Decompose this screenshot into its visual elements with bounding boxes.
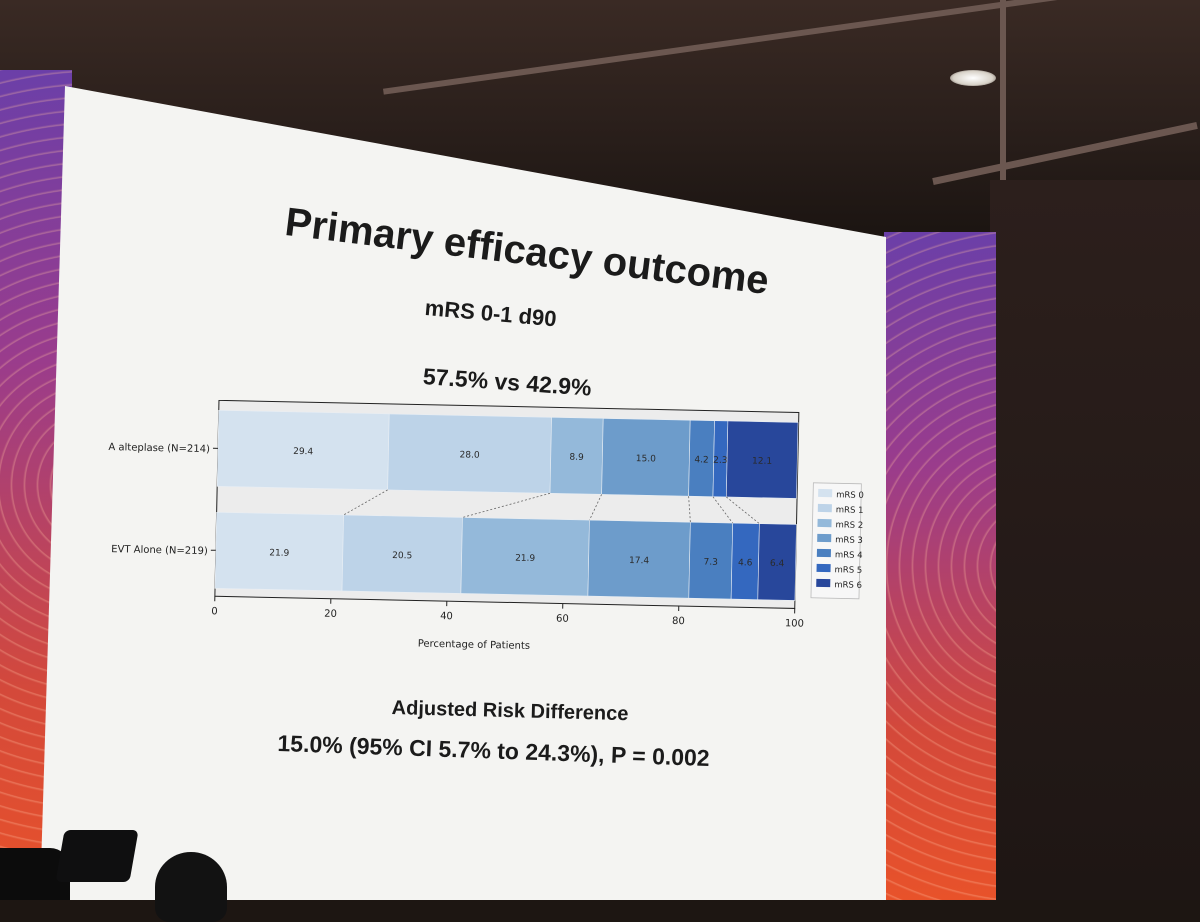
mrs-stacked-bar-chart: Score on the Modified Rankin Scale at Da… bbox=[108, 400, 868, 690]
x-tick-label: 100 bbox=[785, 618, 804, 629]
x-axis-label: Percentage of Patients bbox=[418, 639, 530, 652]
bar-value-label: 8.9 bbox=[569, 453, 584, 463]
category-label: EVT Alone (N=219) bbox=[111, 544, 208, 557]
side-panel-right bbox=[884, 232, 996, 900]
legend-entry: mRS 1 bbox=[836, 505, 864, 516]
legend-entry: mRS 2 bbox=[835, 520, 863, 531]
legend-entry: mRS 6 bbox=[834, 580, 862, 591]
bar-value-label: 28.0 bbox=[459, 450, 480, 460]
bar-value-label: 29.4 bbox=[293, 447, 314, 457]
bar-value-label: 12.1 bbox=[752, 457, 772, 467]
bar-value-label: 17.4 bbox=[629, 556, 650, 566]
bar-value-label: 4.6 bbox=[738, 558, 753, 568]
bar-value-label: 20.5 bbox=[392, 551, 412, 561]
chart-svg: Score on the Modified Rankin Scale at Da… bbox=[108, 400, 868, 690]
bar-value-label: 6.4 bbox=[770, 559, 785, 569]
legend-swatch bbox=[817, 564, 831, 572]
x-tick-label: 40 bbox=[440, 611, 453, 622]
legend-entry: mRS 4 bbox=[835, 550, 863, 561]
bar-value-label: 21.9 bbox=[515, 554, 536, 564]
x-tick-label: 80 bbox=[672, 616, 685, 627]
bar-value-label: 7.3 bbox=[703, 558, 718, 568]
x-tick-label: 60 bbox=[556, 613, 569, 624]
category-label: IA alteplase (N=214) bbox=[108, 442, 210, 455]
legend-swatch bbox=[816, 579, 830, 587]
bar-value-label: 2.3 bbox=[713, 456, 728, 466]
legend-swatch bbox=[818, 489, 832, 497]
legend-swatch bbox=[817, 534, 831, 542]
legend-swatch bbox=[817, 519, 831, 527]
ceiling-light bbox=[950, 70, 996, 86]
x-tick-label: 20 bbox=[324, 609, 337, 620]
audience-head-silhouette bbox=[155, 852, 227, 922]
legend-swatch bbox=[817, 549, 831, 557]
legend-entry: mRS 5 bbox=[834, 565, 862, 576]
bar-value-label: 4.2 bbox=[694, 455, 709, 465]
stage-wall bbox=[990, 180, 1200, 900]
bar-value-label: 15.0 bbox=[636, 454, 657, 464]
bar-value-label: 21.9 bbox=[269, 548, 290, 558]
legend-swatch bbox=[818, 504, 832, 512]
x-tick-label: 0 bbox=[211, 606, 218, 617]
legend-entry: mRS 3 bbox=[835, 535, 863, 546]
legend-entry: mRS 0 bbox=[836, 490, 864, 501]
camera-silhouette bbox=[55, 830, 138, 882]
ceiling-beam bbox=[1000, 0, 1006, 180]
